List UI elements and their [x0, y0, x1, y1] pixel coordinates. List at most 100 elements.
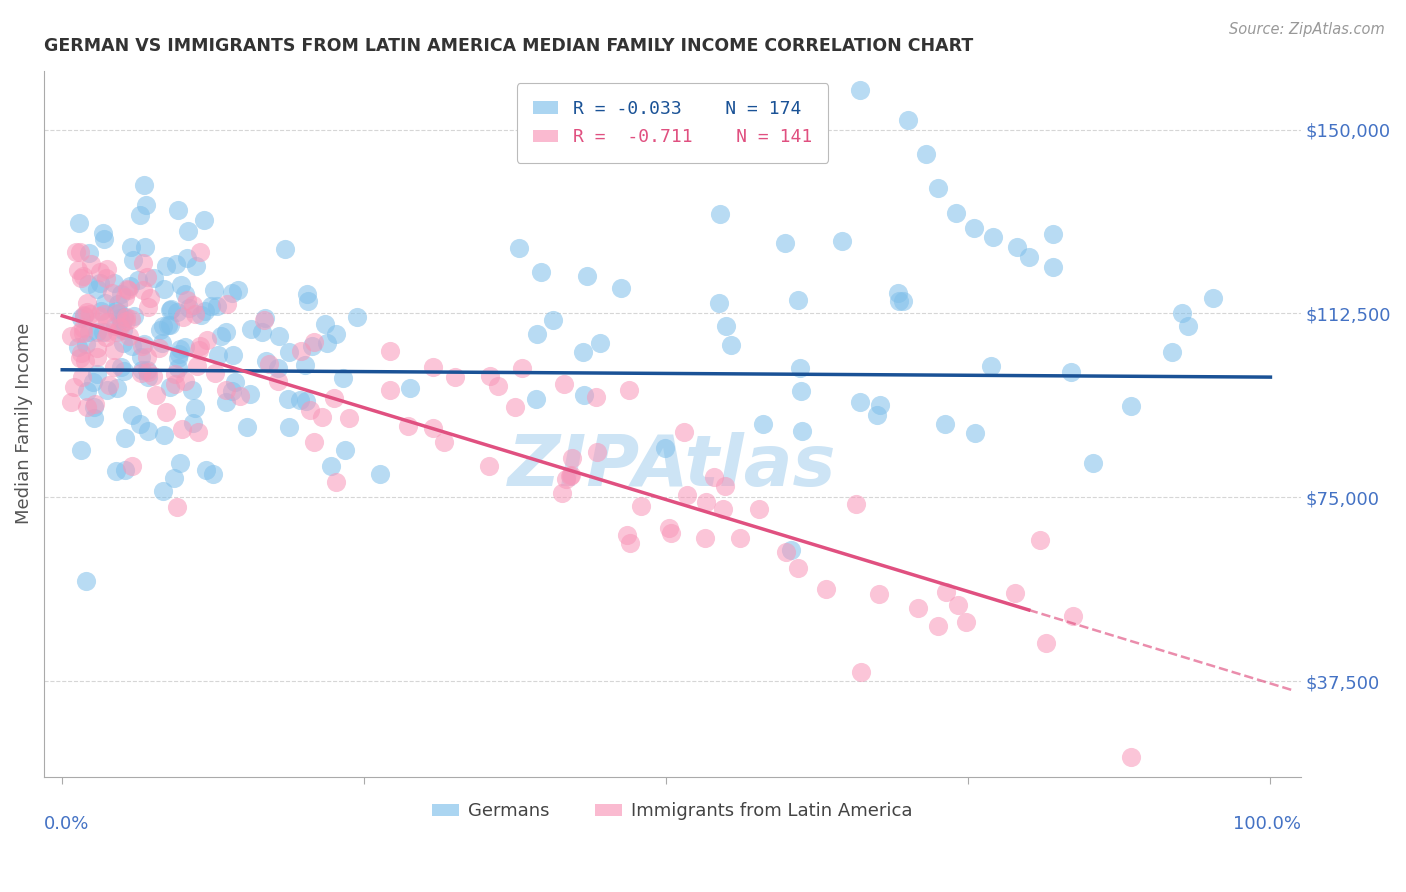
Point: [325, 327, 347, 342]
Point: [703, 470, 725, 484]
Point: [215, 297, 238, 311]
Point: [561, 451, 583, 466]
Point: [67, 340, 90, 354]
Point: [346, 310, 368, 325]
Point: [868, 587, 890, 601]
Point: [205, 300, 228, 314]
Point: [935, 585, 957, 599]
Point: [131, 339, 153, 353]
Point: [76, 296, 98, 310]
Point: [576, 268, 599, 283]
Point: [433, 434, 456, 449]
Point: [302, 435, 325, 450]
Point: [654, 441, 676, 455]
Point: [505, 400, 527, 414]
Point: [79, 307, 101, 321]
Point: [658, 521, 681, 535]
Point: [204, 366, 226, 380]
Point: [786, 293, 808, 308]
Point: [541, 313, 564, 327]
Point: [134, 178, 156, 192]
Point: [927, 618, 949, 632]
Point: [709, 206, 731, 220]
Point: [163, 376, 186, 391]
Point: [107, 297, 129, 311]
Point: [184, 307, 207, 321]
Point: [184, 401, 207, 415]
Point: [215, 395, 238, 409]
Point: [129, 207, 152, 221]
Point: [131, 363, 153, 377]
Point: [69, 442, 91, 457]
Point: [619, 536, 641, 550]
Point: [195, 334, 218, 348]
Point: [209, 329, 232, 343]
Point: [86, 282, 108, 296]
Point: [111, 316, 134, 330]
Point: [97, 325, 120, 339]
Point: [422, 420, 444, 434]
Point: [134, 240, 156, 254]
Point: [169, 343, 191, 357]
Point: [96, 383, 118, 397]
Point: [773, 236, 796, 251]
Point: [553, 377, 575, 392]
Point: [278, 419, 301, 434]
Point: [98, 377, 121, 392]
Point: [1035, 636, 1057, 650]
Point: [105, 380, 128, 394]
Point: [174, 375, 197, 389]
Point: [69, 245, 91, 260]
Point: [239, 387, 262, 401]
Point: [253, 313, 276, 327]
Point: [946, 598, 969, 612]
Point: [792, 424, 814, 438]
Point: [163, 471, 186, 485]
Point: [333, 442, 356, 457]
Point: [129, 366, 152, 380]
Point: [295, 286, 318, 301]
Point: [831, 234, 853, 248]
Text: ZIPAtlas: ZIPAtlas: [508, 432, 837, 500]
Point: [790, 384, 813, 398]
Point: [963, 426, 986, 441]
Point: [142, 271, 165, 285]
Point: [121, 408, 143, 422]
Point: [165, 368, 187, 382]
Point: [166, 202, 188, 217]
Point: [93, 307, 115, 321]
Point: [159, 318, 181, 333]
Point: [927, 181, 949, 195]
Point: [176, 251, 198, 265]
Point: [139, 291, 162, 305]
Point: [294, 358, 316, 372]
Point: [114, 462, 136, 476]
Point: [290, 344, 312, 359]
Point: [444, 370, 467, 384]
Point: [787, 561, 810, 575]
Point: [75, 337, 97, 351]
Point: [67, 216, 90, 230]
Point: [105, 306, 128, 320]
Point: [70, 369, 93, 384]
Point: [526, 327, 548, 342]
Point: [129, 351, 152, 365]
Point: [104, 304, 127, 318]
Point: [866, 409, 889, 423]
Point: [73, 354, 96, 368]
Point: [72, 326, 94, 340]
Point: [86, 341, 108, 355]
Point: [267, 360, 290, 375]
Point: [616, 528, 638, 542]
Point: [103, 343, 125, 358]
Point: [159, 380, 181, 394]
Point: [560, 468, 582, 483]
Point: [110, 360, 132, 375]
Point: [76, 384, 98, 399]
Point: [221, 348, 243, 362]
Point: [295, 393, 318, 408]
Point: [129, 417, 152, 431]
Point: [104, 318, 127, 333]
Point: [315, 336, 337, 351]
Point: [94, 329, 117, 343]
